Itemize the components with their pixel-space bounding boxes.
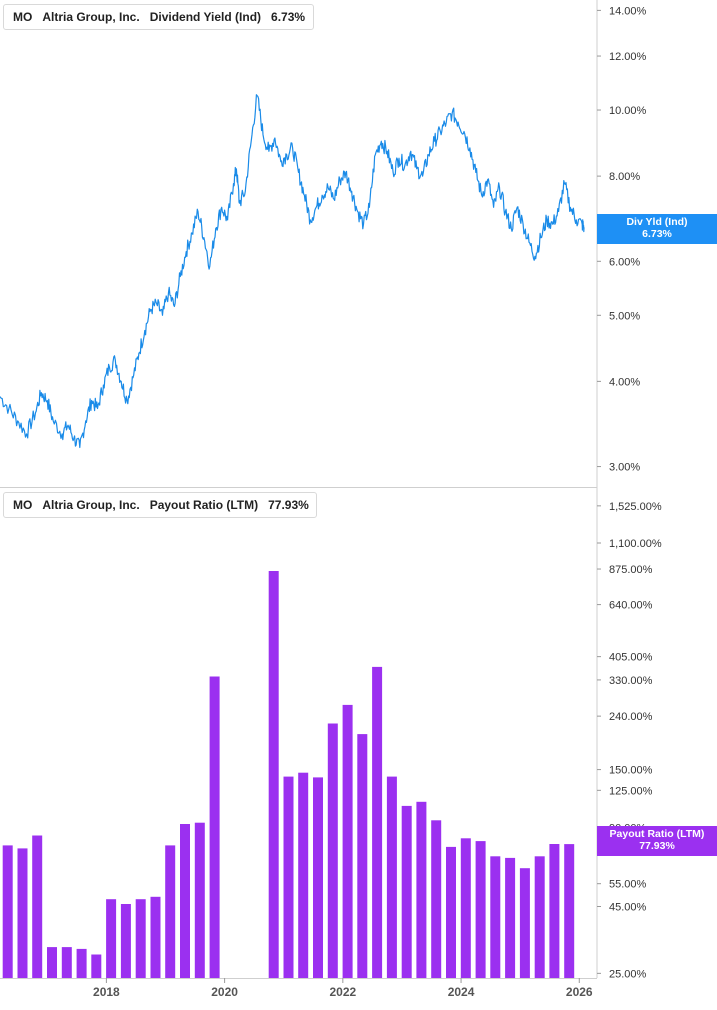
payout-bar — [534, 856, 545, 978]
top-legend-ticker: MO — [13, 10, 33, 24]
payout-bar — [209, 676, 220, 978]
payout-bar — [416, 801, 427, 978]
payout-bar — [357, 734, 368, 978]
payout-bar — [401, 805, 412, 978]
yield-tag-value: 6.73% — [642, 228, 672, 240]
payout-bar — [76, 948, 87, 978]
y-tick-label: 150.00% — [609, 765, 653, 777]
x-tick-label: 2018 — [93, 985, 120, 999]
payout-bar — [32, 835, 43, 978]
payout-bar — [135, 899, 146, 978]
payout-bar — [180, 824, 190, 978]
yield-tag-label: Div Yld (Ind) — [626, 216, 688, 228]
payout-bar — [386, 776, 397, 978]
bottom-legend-metric: Payout Ratio (LTM) — [149, 498, 259, 512]
payout-bar — [549, 844, 560, 978]
payout-bar — [165, 845, 176, 978]
x-tick-label: 2022 — [329, 985, 356, 999]
x-tick-label: 2020 — [211, 985, 238, 999]
y-tick-label: 8.00% — [609, 171, 640, 183]
x-tick-label: 2026 — [566, 985, 593, 999]
y-tick-label: 5.00% — [609, 310, 640, 322]
payout-bar — [47, 947, 57, 978]
y-tick-label: 12.00% — [609, 51, 647, 63]
top-legend-company: Altria Group, Inc. — [42, 10, 140, 24]
payout-bar — [431, 820, 442, 978]
top-legend-value: 6.73% — [271, 10, 306, 24]
payout-bar — [327, 723, 338, 978]
payout-bar — [475, 841, 486, 978]
bottom-legend: MO Altria Group, Inc. Payout Ratio (LTM)… — [3, 492, 317, 518]
y-tick-label: 25.00% — [609, 968, 647, 980]
payout-tag-label: Payout Ratio (LTM) — [609, 828, 705, 840]
payout-bar — [460, 838, 471, 978]
payout-bar — [519, 868, 530, 978]
y-tick-label: 14.00% — [609, 5, 647, 17]
payout-bar — [564, 844, 575, 978]
y-tick-label: 1,525.00% — [609, 501, 662, 513]
payout-bar — [120, 904, 131, 978]
payout-bar — [313, 777, 323, 978]
payout-bar — [91, 954, 102, 978]
payout-bar — [283, 776, 294, 978]
y-tick-label: 125.00% — [609, 785, 653, 797]
yield-value-tag: Div Yld (Ind) 6.73% — [597, 214, 717, 244]
payout-tag-value: 77.93% — [639, 840, 675, 852]
payout-bar — [106, 899, 117, 978]
dividend-yield-line — [0, 94, 585, 449]
y-tick-label: 10.00% — [609, 105, 647, 117]
x-tick-label: 2024 — [448, 985, 475, 999]
y-tick-label: 3.00% — [609, 462, 640, 474]
y-tick-label: 640.00% — [609, 600, 653, 612]
y-tick-label: 4.00% — [609, 376, 640, 388]
payout-bar — [17, 848, 28, 978]
payout-bar — [194, 822, 205, 978]
y-tick-label: 55.00% — [609, 879, 647, 891]
payout-value-tag: Payout Ratio (LTM) 77.93% — [597, 826, 717, 856]
y-tick-label: 6.00% — [609, 256, 640, 268]
payout-bar — [268, 571, 279, 978]
payout-bar — [298, 772, 309, 978]
y-tick-label: 1,100.00% — [609, 538, 662, 550]
bottom-legend-ticker: MO — [13, 498, 33, 512]
bottom-legend-company: Altria Group, Inc. — [42, 498, 140, 512]
y-tick-label: 875.00% — [609, 564, 653, 576]
payout-bar — [505, 857, 516, 978]
payout-bar — [446, 846, 456, 978]
payout-bar — [2, 845, 13, 978]
payout-bar — [490, 856, 501, 978]
payout-bar — [342, 704, 353, 978]
payout-bar — [150, 896, 161, 978]
y-tick-label: 240.00% — [609, 711, 653, 723]
top-legend-metric: Dividend Yield (Ind) — [149, 10, 262, 24]
payout-bar — [372, 666, 383, 978]
y-tick-label: 405.00% — [609, 652, 653, 664]
y-tick-label: 45.00% — [609, 902, 647, 914]
bottom-legend-value: 77.93% — [268, 498, 309, 512]
payout-bar — [61, 947, 72, 978]
y-tick-label: 330.00% — [609, 675, 653, 687]
top-legend: MO Altria Group, Inc. Dividend Yield (In… — [3, 4, 314, 30]
